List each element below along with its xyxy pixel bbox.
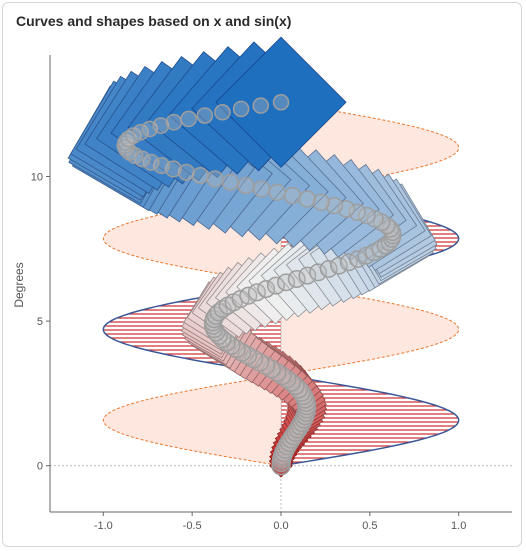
circle-marker [272,94,290,111]
circle-marker [267,362,287,382]
circle-marker [262,359,281,379]
circle-marker [232,343,252,362]
square-marker [215,36,347,168]
circle-marker [206,306,225,325]
circle-marker [309,263,328,282]
circle-marker [277,273,296,292]
circle-marker [196,107,214,124]
circle-marker [165,113,183,131]
squares-layer [67,36,438,478]
circle-marker [283,186,302,205]
x-tick-label: 1.0 [451,520,466,532]
circle-marker [237,177,255,195]
circle-marker [221,173,239,191]
circle-marker [227,339,246,359]
circle-marker [177,163,195,181]
circle-marker [325,196,343,215]
circle-marker [152,117,170,134]
circle-marker [214,103,231,121]
circle-marker [232,100,250,118]
y-tick-label: 10 [31,171,43,183]
circle-marker [312,193,330,211]
circle-marker [252,97,270,114]
circle-marker [206,170,224,188]
circle-marker [247,283,266,302]
chart-title: Curves and shapes based on x and sin(x) [16,13,292,29]
circle-marker [348,203,366,221]
circle-marker [153,157,171,175]
axes-layer: -1.0 -0.5 0.0 0.5 1.0 0 5 10 [31,55,512,532]
circle-marker [339,253,358,272]
y-tick-label: 5 [37,316,43,328]
circle-marker [268,183,286,201]
circles-layer [116,94,402,476]
circle-marker [298,190,316,208]
circle-marker [257,279,276,299]
circle-marker [266,276,285,295]
y-axis-label: Degrees [12,262,26,307]
circle-marker [319,260,338,278]
x-tick-label: 0.5 [362,520,377,532]
circle-marker [287,270,306,288]
circle-marker [358,206,376,225]
circle-marker [180,110,197,128]
y-tick-label: 0 [37,461,43,473]
x-tick-label: 0.0 [273,520,288,532]
circle-marker [298,266,317,285]
circle-marker [191,167,209,185]
circle-marker [213,299,232,319]
x-tick-label: -0.5 [183,520,202,532]
x-tick-label: -1.0 [94,520,113,532]
circle-marker [142,153,160,171]
circle-marker [330,256,348,275]
circle-marker [132,123,149,141]
circle-marker [272,366,292,386]
circle-marker [252,180,271,198]
